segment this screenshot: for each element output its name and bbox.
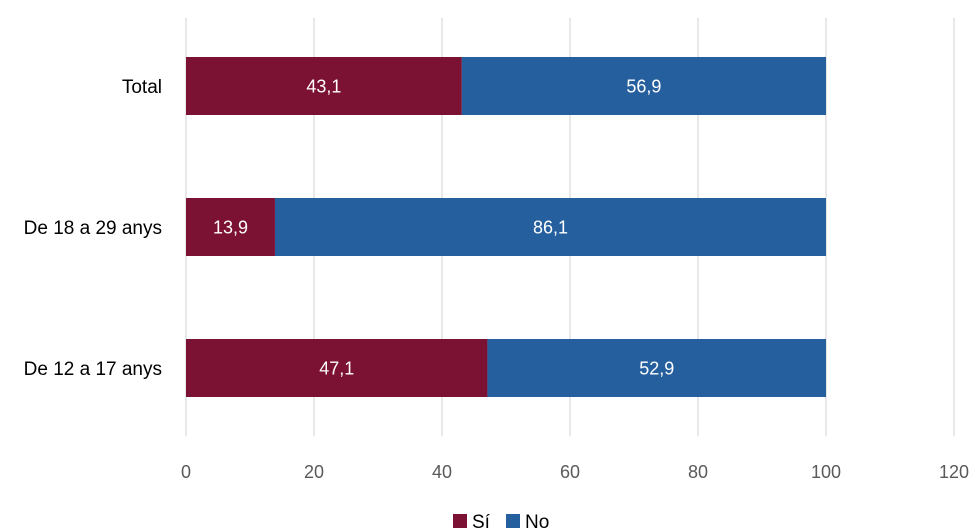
bar-value-label: 56,9 (626, 77, 661, 97)
legend-swatch-si (453, 514, 467, 528)
bar-value-label: 13,9 (213, 218, 248, 238)
x-tick-label-60: 60 (560, 462, 580, 482)
category-label: De 18 a 29 anys (24, 218, 162, 239)
category-label: De 12 a 17 anys (24, 359, 162, 380)
bar-no-2 (487, 339, 826, 397)
x-tick-label-80: 80 (688, 462, 708, 482)
legend-label-no: No (525, 512, 549, 532)
bars (186, 57, 827, 397)
bar-no-1 (274, 198, 827, 256)
bar-si-0 (186, 57, 462, 115)
bar-si-2 (186, 339, 488, 397)
bar-labels: 43,1 56,9 13,9 86,1 47,1 52,9 (213, 77, 674, 379)
bar-value-label: 86,1 (533, 218, 568, 238)
bar-si-1 (186, 198, 275, 256)
category-label: Total (122, 77, 162, 98)
x-tick-label-40: 40 (432, 462, 452, 482)
bar-no-0 (461, 57, 826, 115)
legend: Sí No (453, 512, 549, 532)
x-tick-label-20: 20 (304, 462, 324, 482)
x-tick-label-100: 100 (811, 462, 841, 482)
bar-value-label: 47,1 (319, 359, 354, 379)
legend-label-si: Sí (472, 512, 491, 532)
x-tick-label-120: 120 (939, 462, 969, 482)
bar-value-label: 52,9 (639, 359, 674, 379)
bar-value-label: 43,1 (306, 77, 341, 97)
x-tick-label-0: 0 (181, 462, 191, 482)
x-axis-tick-labels: 0 20 40 60 80 100 120 (181, 462, 969, 482)
category-labels: Total De 18 a 29 anys De 12 a 17 anys (24, 77, 162, 380)
legend-swatch-no (506, 514, 520, 528)
